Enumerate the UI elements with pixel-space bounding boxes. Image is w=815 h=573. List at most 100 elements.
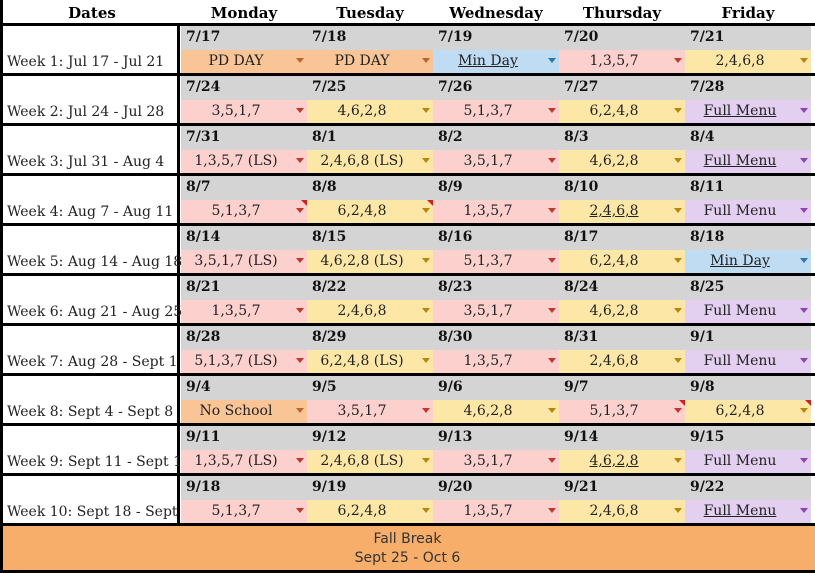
week-label-cell[interactable]: Week 7: Aug 28 - Sept 1 xyxy=(2,326,180,373)
date-cell[interactable]: 9/14 xyxy=(559,426,685,450)
dropdown-arrow-icon[interactable] xyxy=(296,458,304,463)
date-cell[interactable]: 8/4 xyxy=(685,126,811,150)
week-label-cell[interactable]: Week 2: Jul 24 - Jul 28 xyxy=(2,76,180,123)
dropdown-arrow-icon[interactable] xyxy=(422,208,430,213)
date-cell[interactable]: 9/4 xyxy=(181,376,307,400)
date-cell[interactable]: 8/21 xyxy=(181,276,307,300)
dropdown-arrow-icon[interactable] xyxy=(548,308,556,313)
date-cell[interactable]: 9/8 xyxy=(685,376,811,400)
date-cell[interactable]: 8/30 xyxy=(433,326,559,350)
date-cell[interactable]: 9/1 xyxy=(685,326,811,350)
dropdown-arrow-icon[interactable] xyxy=(800,108,808,113)
date-cell[interactable]: 7/25 xyxy=(307,76,433,100)
date-cell[interactable]: 8/11 xyxy=(685,176,811,200)
dropdown-arrow-icon[interactable] xyxy=(548,508,556,513)
date-cell[interactable]: 9/22 xyxy=(685,476,811,500)
dropdown-arrow-icon[interactable] xyxy=(548,208,556,213)
dropdown-arrow-icon[interactable] xyxy=(674,408,682,413)
schedule-dropdown[interactable]: 3,5,1,7 xyxy=(181,100,307,123)
week-label-cell[interactable]: Week 8: Sept 4 - Sept 8 xyxy=(2,376,180,423)
schedule-dropdown[interactable]: 2,4,6,8 xyxy=(559,200,685,223)
schedule-dropdown[interactable]: 5,1,3,7 xyxy=(433,250,559,273)
date-cell[interactable]: 8/18 xyxy=(685,226,811,250)
schedule-dropdown[interactable]: Full Menu xyxy=(685,150,811,173)
schedule-dropdown[interactable]: 6,2,4,8 xyxy=(307,200,433,223)
date-cell[interactable]: 9/18 xyxy=(181,476,307,500)
dropdown-arrow-icon[interactable] xyxy=(296,508,304,513)
week-label-cell[interactable]: Week 4: Aug 7 - Aug 11 xyxy=(2,176,180,223)
date-cell[interactable]: 8/1 xyxy=(307,126,433,150)
date-cell[interactable]: 8/24 xyxy=(559,276,685,300)
date-cell[interactable]: 7/31 xyxy=(181,126,307,150)
schedule-dropdown[interactable]: 5,1,3,7 (LS) xyxy=(181,350,307,373)
schedule-dropdown[interactable]: 5,1,3,7 xyxy=(433,100,559,123)
dropdown-arrow-icon[interactable] xyxy=(296,158,304,163)
dropdown-arrow-icon[interactable] xyxy=(548,158,556,163)
schedule-dropdown[interactable]: 4,6,2,8 xyxy=(559,150,685,173)
dropdown-arrow-icon[interactable] xyxy=(800,358,808,363)
schedule-dropdown[interactable]: 4,6,2,8 xyxy=(559,300,685,323)
dropdown-arrow-icon[interactable] xyxy=(800,208,808,213)
date-cell[interactable]: 7/21 xyxy=(685,26,811,50)
schedule-dropdown[interactable]: 6,2,4,8 (LS) xyxy=(307,350,433,373)
date-cell[interactable]: 8/8 xyxy=(307,176,433,200)
date-cell[interactable]: 7/27 xyxy=(559,76,685,100)
dropdown-arrow-icon[interactable] xyxy=(422,458,430,463)
schedule-dropdown[interactable]: 5,1,3,7 xyxy=(181,500,307,523)
date-cell[interactable]: 8/9 xyxy=(433,176,559,200)
date-cell[interactable]: 8/3 xyxy=(559,126,685,150)
schedule-dropdown[interactable]: 4,6,2,8 xyxy=(307,100,433,123)
date-cell[interactable]: 9/7 xyxy=(559,376,685,400)
date-cell[interactable]: 9/6 xyxy=(433,376,559,400)
schedule-dropdown[interactable]: 6,2,4,8 xyxy=(559,100,685,123)
dropdown-arrow-icon[interactable] xyxy=(674,208,682,213)
date-cell[interactable]: 9/21 xyxy=(559,476,685,500)
dropdown-arrow-icon[interactable] xyxy=(800,158,808,163)
date-cell[interactable]: 8/29 xyxy=(307,326,433,350)
dropdown-arrow-icon[interactable] xyxy=(800,58,808,63)
schedule-dropdown[interactable]: 3,5,1,7 xyxy=(433,450,559,473)
dropdown-arrow-icon[interactable] xyxy=(548,358,556,363)
date-cell[interactable]: 8/14 xyxy=(181,226,307,250)
date-cell[interactable]: 7/26 xyxy=(433,76,559,100)
dropdown-arrow-icon[interactable] xyxy=(548,108,556,113)
dropdown-arrow-icon[interactable] xyxy=(674,108,682,113)
dropdown-arrow-icon[interactable] xyxy=(674,58,682,63)
comment-indicator-icon[interactable] xyxy=(805,400,811,406)
dropdown-arrow-icon[interactable] xyxy=(548,458,556,463)
comment-indicator-icon[interactable] xyxy=(427,200,433,206)
date-cell[interactable]: 8/17 xyxy=(559,226,685,250)
dropdown-arrow-icon[interactable] xyxy=(674,508,682,513)
week-label-cell[interactable]: Week 10: Sept 18 - Sept 22 xyxy=(2,476,200,523)
date-cell[interactable]: 8/28 xyxy=(181,326,307,350)
week-label-cell[interactable]: Week 5: Aug 14 - Aug 18 xyxy=(2,226,182,273)
schedule-dropdown[interactable]: 4,6,2,8 (LS) xyxy=(307,250,433,273)
schedule-dropdown[interactable]: 6,2,4,8 xyxy=(685,400,811,423)
date-cell[interactable]: 8/16 xyxy=(433,226,559,250)
dropdown-arrow-icon[interactable] xyxy=(422,58,430,63)
date-cell[interactable]: 9/13 xyxy=(433,426,559,450)
schedule-dropdown[interactable]: 6,2,4,8 xyxy=(559,250,685,273)
dropdown-arrow-icon[interactable] xyxy=(422,358,430,363)
date-cell[interactable]: 8/25 xyxy=(685,276,811,300)
schedule-dropdown[interactable]: 2,4,6,8 xyxy=(307,300,433,323)
schedule-dropdown[interactable]: PD DAY xyxy=(181,50,307,73)
dropdown-arrow-icon[interactable] xyxy=(674,258,682,263)
dropdown-arrow-icon[interactable] xyxy=(800,508,808,513)
date-cell[interactable]: 8/22 xyxy=(307,276,433,300)
dropdown-arrow-icon[interactable] xyxy=(674,358,682,363)
dropdown-arrow-icon[interactable] xyxy=(296,358,304,363)
schedule-dropdown[interactable]: 1,3,5,7 xyxy=(433,350,559,373)
dropdown-arrow-icon[interactable] xyxy=(674,158,682,163)
date-cell[interactable]: 7/17 xyxy=(181,26,307,50)
date-cell[interactable]: 8/2 xyxy=(433,126,559,150)
schedule-dropdown[interactable]: 5,1,3,7 xyxy=(181,200,307,223)
schedule-dropdown[interactable]: 3,5,1,7 xyxy=(433,150,559,173)
date-cell[interactable]: 8/7 xyxy=(181,176,307,200)
dropdown-arrow-icon[interactable] xyxy=(800,408,808,413)
comment-indicator-icon[interactable] xyxy=(679,400,685,406)
dropdown-arrow-icon[interactable] xyxy=(296,408,304,413)
dropdown-arrow-icon[interactable] xyxy=(422,158,430,163)
schedule-dropdown[interactable]: Full Menu xyxy=(685,450,811,473)
week-label-cell[interactable]: Week 9: Sept 11 - Sept 15 xyxy=(2,426,191,473)
